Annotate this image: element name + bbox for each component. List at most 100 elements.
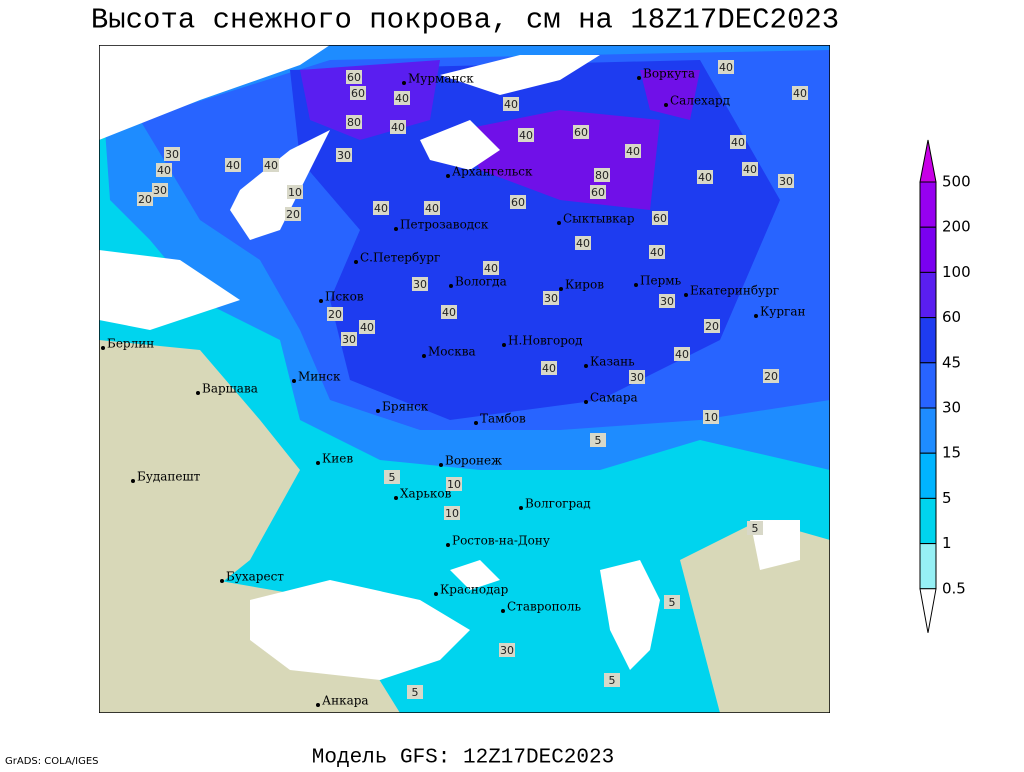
colorbar-label: 200 — [942, 218, 971, 236]
city-label: Киров — [565, 278, 604, 292]
contour-label-box — [441, 305, 457, 319]
city-dot — [439, 463, 443, 467]
contour-label: 40 — [542, 362, 556, 375]
contour-label-box — [285, 207, 301, 221]
contour-label: 30 — [660, 295, 674, 308]
contour-label-box — [424, 201, 440, 215]
contour-label-box — [346, 70, 362, 84]
contour-label: 40 — [226, 159, 240, 172]
colorbar-segment — [919, 497, 937, 545]
contour-label: 60 — [351, 87, 365, 100]
contour-label-box — [763, 369, 779, 383]
colorbar-segment — [919, 271, 937, 319]
contour-label: 5 — [412, 686, 419, 699]
contour-label-box — [164, 147, 180, 161]
contour-label-box — [518, 128, 534, 142]
city-dot — [394, 496, 398, 500]
contour-label: 30 — [337, 149, 351, 162]
city-dot — [446, 543, 450, 547]
contour-label-box — [341, 332, 357, 346]
contour-label: 20 — [764, 370, 778, 383]
city-dot — [316, 461, 320, 465]
city-label: Пермь — [640, 274, 682, 288]
city-label: Н.Новгород — [508, 334, 583, 348]
colorbar-segment — [919, 407, 937, 454]
city-dot — [474, 421, 478, 425]
city-dot — [637, 76, 641, 80]
city-dot — [684, 293, 688, 297]
city-label: Петрозаводск — [400, 218, 489, 232]
city-dot — [402, 81, 406, 85]
contour-label-box — [718, 60, 734, 74]
title: Высота снежного покрова, см на 18Z17DEC2… — [91, 4, 839, 37]
contour-label-box — [510, 195, 526, 209]
colorbar-segment — [919, 452, 937, 499]
colorbar-label: 45 — [942, 353, 961, 371]
contour-label: 40 — [157, 164, 171, 177]
city-dot — [519, 506, 523, 510]
contour-label: 40 — [395, 92, 409, 105]
contour-label-box — [444, 506, 460, 520]
contour-label: 30 — [630, 371, 644, 384]
contour-label-box — [384, 470, 400, 484]
contour-label-box — [664, 595, 680, 609]
city-dot — [196, 391, 200, 395]
contour-label: 40 — [425, 202, 439, 215]
contour-label-box — [346, 115, 362, 129]
city-label: Тамбов — [480, 412, 526, 426]
contour-label: 60 — [653, 212, 667, 225]
credit: GrADS: COLA/IGES — [5, 756, 99, 767]
city-label: Волгоград — [525, 497, 591, 511]
contour-label: 60 — [591, 186, 605, 199]
contour-label-box — [407, 685, 423, 699]
contour-label: 40 — [442, 306, 456, 319]
colorbar-label: 60 — [942, 308, 961, 326]
city-label: Воронеж — [445, 454, 502, 468]
city-dot — [101, 346, 105, 350]
contour-label-box — [350, 86, 366, 100]
contour-label-box — [697, 170, 713, 184]
contour-label: 5 — [595, 434, 602, 447]
city-label: Курган — [760, 305, 805, 319]
contour-label-box — [137, 192, 153, 206]
contour-label-box — [327, 307, 343, 321]
contour-label-box — [359, 320, 375, 334]
contour-label-box — [742, 162, 758, 176]
contour-label: 60 — [511, 196, 525, 209]
city-dot — [501, 609, 505, 613]
colorbar-label: 15 — [942, 444, 961, 462]
contour-label-box — [156, 163, 172, 177]
contour-label: 40 — [391, 121, 405, 134]
colorbar-bottom — [919, 588, 937, 633]
contour-label: 20 — [138, 193, 152, 206]
contour-label: 40 — [719, 61, 733, 74]
model-caption: Модель GFS: 12Z17DEC2023 — [312, 747, 614, 768]
contour-label-box — [778, 174, 794, 188]
contour-label: 60 — [347, 71, 361, 84]
city-label: Архангельск — [452, 165, 533, 179]
colorbar-label: 5 — [942, 489, 952, 507]
contour-label: 30 — [342, 333, 356, 346]
contour-label: 10 — [445, 507, 459, 520]
contour-label-box — [730, 135, 746, 149]
contour-label: 20 — [705, 320, 719, 333]
colorbar-segment — [919, 362, 937, 409]
contour-label-box — [594, 168, 610, 182]
contour-label: 20 — [286, 208, 300, 221]
city-label: Воркута — [643, 67, 695, 81]
colorbar-top — [919, 139, 937, 183]
colorbar-segment — [919, 181, 937, 228]
city-dot — [354, 260, 358, 264]
contour-label-box — [373, 201, 389, 215]
city-label: Екатеринбург — [690, 284, 779, 298]
city-dot — [319, 299, 323, 303]
contour-label-box — [225, 158, 241, 172]
city-dot — [376, 409, 380, 413]
contour-label-box — [446, 477, 462, 491]
city-label: Харьков — [400, 487, 452, 501]
city-dot — [557, 221, 561, 225]
contour-label-box — [625, 144, 641, 158]
city-dot — [220, 579, 224, 583]
contour-label: 30 — [779, 175, 793, 188]
